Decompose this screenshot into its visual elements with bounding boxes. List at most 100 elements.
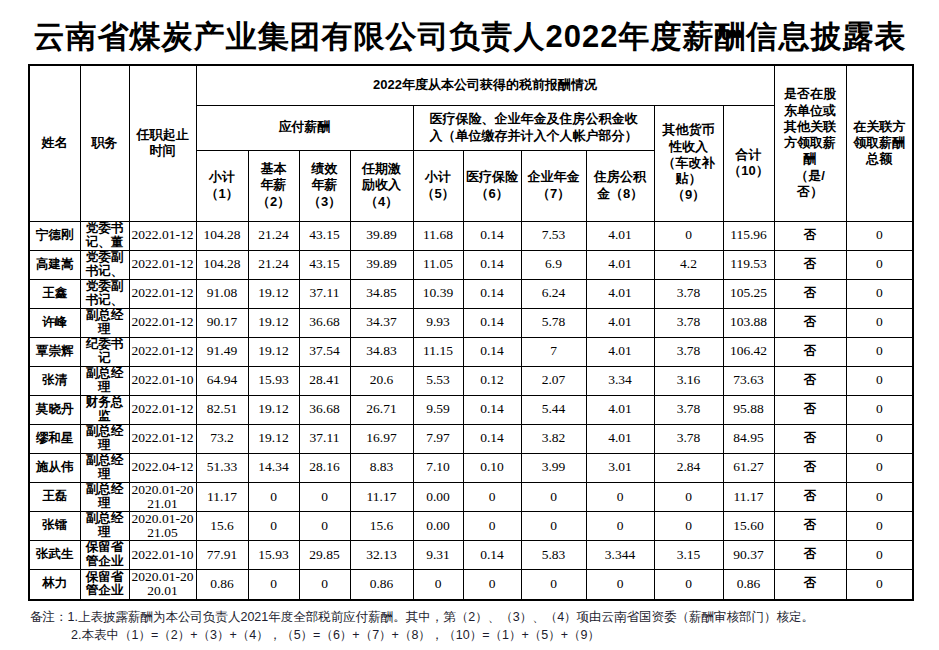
cell-housing-fund: 0 — [586, 570, 654, 600]
cell-related-pay-flag: 否 — [774, 482, 846, 511]
cell-tenure-incentive: 34.85 — [350, 279, 413, 308]
cell-subtotal-ins: 11.05 — [413, 250, 463, 279]
cell-performance-salary: 0 — [299, 570, 350, 600]
cell-medical: 0.14 — [463, 250, 521, 279]
cell-name: 莫晓丹 — [29, 395, 80, 424]
cell-tenure: 2022.01-12 — [129, 337, 196, 366]
cell-subtotal-pay: 51.33 — [196, 453, 248, 482]
cell-subtotal-pay: 77.91 — [196, 541, 248, 570]
cell-related-pay-flag: 否 — [774, 570, 846, 600]
cell-medical: 0 — [463, 511, 521, 540]
cell-tenure-incentive: 32.13 — [350, 541, 413, 570]
cell-tenure: 2022.01-12 — [129, 250, 196, 279]
table-header: 姓名 职务 任职起止 时间 2022年度从本公司获得的税前报酬情况 是否在股 东… — [29, 65, 913, 221]
cell-related-pay-amount: 0 — [846, 482, 913, 511]
cell-performance-salary: 29.85 — [299, 541, 350, 570]
cell-medical: 0 — [463, 482, 521, 511]
cell-total: 61.27 — [723, 453, 774, 482]
cell-subtotal-ins: 0.00 — [413, 482, 463, 511]
cell-other-cash: 4.2 — [654, 250, 723, 279]
cell-subtotal-pay: 91.49 — [196, 337, 248, 366]
cell-total: 103.88 — [723, 308, 774, 337]
cell-housing-fund: 4.01 — [586, 395, 654, 424]
cell-medical: 0.14 — [463, 221, 521, 250]
cell-related-pay-amount: 0 — [846, 221, 913, 250]
cell-annuity: 7.53 — [521, 221, 586, 250]
cell-related-pay-amount: 0 — [846, 250, 913, 279]
cell-tenure-incentive: 39.89 — [350, 250, 413, 279]
notes: 备注：1.上表披露薪酬为本公司负责人2021年度全部税前应付薪酬。其中，第（2）… — [30, 608, 939, 644]
cell-position: 纪委书记 — [80, 337, 129, 366]
note-line-1: 备注：1.上表披露薪酬为本公司负责人2021年度全部税前应付薪酬。其中，第（2）… — [30, 608, 939, 626]
cell-other-cash: 0 — [654, 482, 723, 511]
cell-related-pay-flag: 否 — [774, 395, 846, 424]
cell-related-pay-amount: 0 — [846, 308, 913, 337]
cell-total: 90.37 — [723, 541, 774, 570]
cell-position: 保留省管企业 — [80, 570, 129, 600]
table-row: 施从伟副总经理2022.04-1251.3314.3428.168.837.10… — [29, 453, 913, 482]
cell-position: 副总经理 — [80, 482, 129, 511]
cell-base-salary: 19.12 — [248, 395, 299, 424]
cell-position: 保留省管企业 — [80, 541, 129, 570]
cell-related-pay-amount: 0 — [846, 337, 913, 366]
cell-medical: 0.12 — [463, 366, 521, 395]
cell-performance-salary: 28.41 — [299, 366, 350, 395]
cell-performance-salary: 37.11 — [299, 424, 350, 453]
cell-name: 施从伟 — [29, 453, 80, 482]
cell-performance-salary: 36.68 — [299, 395, 350, 424]
cell-base-salary: 19.12 — [248, 337, 299, 366]
cell-related-pay-flag: 否 — [774, 337, 846, 366]
cell-related-pay-amount: 0 — [846, 453, 913, 482]
cell-name: 林力 — [29, 570, 80, 600]
cell-base-salary: 15.93 — [248, 541, 299, 570]
cell-annuity: 0 — [521, 511, 586, 540]
cell-related-pay-amount: 0 — [846, 279, 913, 308]
cell-other-cash: 2.84 — [654, 453, 723, 482]
cell-annuity: 7 — [521, 337, 586, 366]
cell-medical: 0.14 — [463, 279, 521, 308]
table-row: 缪和星副总经理2022.01-1273.219.1237.1116.977.97… — [29, 424, 913, 453]
cell-subtotal-ins: 9.31 — [413, 541, 463, 570]
cell-tenure-incentive: 34.37 — [350, 308, 413, 337]
table-row: 王鑫党委副书记、2022.01-1291.0819.1237.1134.8510… — [29, 279, 913, 308]
cell-housing-fund: 4.01 — [586, 308, 654, 337]
cell-name: 缪和星 — [29, 424, 80, 453]
cell-tenure: 2020.01-2021.01 — [129, 482, 196, 511]
salary-table: 姓名 职务 任职起止 时间 2022年度从本公司获得的税前报酬情况 是否在股 东… — [28, 64, 914, 601]
cell-total: 0.86 — [723, 570, 774, 600]
cell-tenure-incentive: 0.86 — [350, 570, 413, 600]
cell-related-pay-amount: 0 — [846, 366, 913, 395]
cell-annuity: 6.9 — [521, 250, 586, 279]
cell-annuity: 2.07 — [521, 366, 586, 395]
cell-base-salary: 0 — [248, 482, 299, 511]
cell-subtotal-ins: 10.39 — [413, 279, 463, 308]
cell-tenure-incentive: 26.71 — [350, 395, 413, 424]
cell-performance-salary: 43.15 — [299, 250, 350, 279]
note-line-2: 2.本表中（1）=（2）+（3）+（4），（5）=（6）+（7）+（8），（10… — [71, 626, 939, 644]
col-header-related-amount: 在关联方 领取薪酬 总额 — [846, 65, 913, 221]
cell-housing-fund: 3.34 — [586, 366, 654, 395]
cell-tenure: 2022.01-12 — [129, 279, 196, 308]
cell-tenure: 2022.01-10 — [129, 541, 196, 570]
cell-subtotal-pay: 90.17 — [196, 308, 248, 337]
cell-tenure-incentive: 8.83 — [350, 453, 413, 482]
cell-housing-fund: 0 — [586, 511, 654, 540]
cell-housing-fund: 4.01 — [586, 279, 654, 308]
cell-housing-fund: 3.01 — [586, 453, 654, 482]
cell-annuity: 3.82 — [521, 424, 586, 453]
cell-subtotal-pay: 64.94 — [196, 366, 248, 395]
cell-subtotal-pay: 73.2 — [196, 424, 248, 453]
cell-tenure-incentive: 11.17 — [350, 482, 413, 511]
cell-related-pay-flag: 否 — [774, 424, 846, 453]
col-header-performance-salary: 绩效 年薪 （3） — [299, 150, 350, 221]
cell-medical: 0.14 — [463, 424, 521, 453]
cell-tenure-incentive: 20.6 — [350, 366, 413, 395]
cell-medical: 0.14 — [463, 395, 521, 424]
cell-tenure: 2020.01-2021.05 — [129, 511, 196, 540]
table-body: 宁德刚党委书记、董2022.01-12104.2821.2443.1539.89… — [29, 221, 913, 600]
cell-medical: 0 — [463, 570, 521, 600]
cell-name: 许峰 — [29, 308, 80, 337]
cell-housing-fund: 4.01 — [586, 221, 654, 250]
cell-performance-salary: 0 — [299, 482, 350, 511]
cell-name: 张清 — [29, 366, 80, 395]
